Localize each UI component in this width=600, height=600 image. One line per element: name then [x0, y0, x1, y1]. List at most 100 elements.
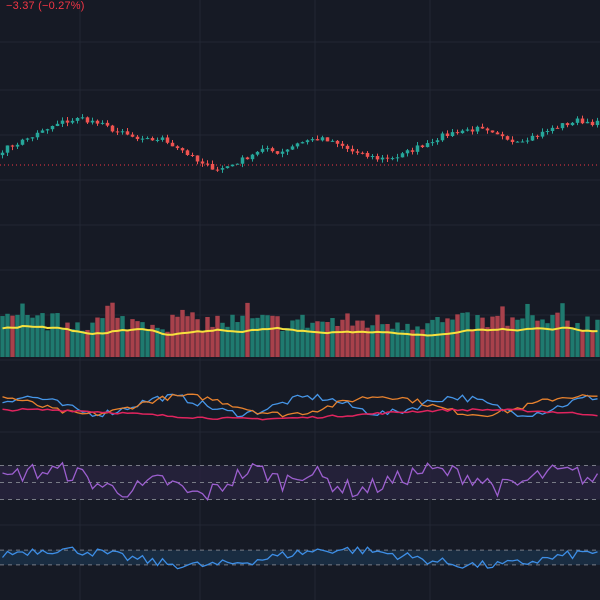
candle-body: [425, 143, 430, 148]
candle: [370, 153, 375, 160]
candle: [40, 128, 45, 133]
volume-bar: [425, 323, 430, 357]
candle: [80, 114, 85, 120]
candle: [265, 145, 270, 152]
candle: [205, 160, 210, 167]
volume-bar: [135, 321, 140, 357]
volume-bar: [260, 314, 265, 357]
candle: [480, 123, 485, 129]
volume-bar: [315, 321, 320, 357]
candle-body: [170, 142, 175, 147]
candle-body: [320, 137, 325, 141]
rsi-panel[interactable]: [0, 461, 600, 502]
candle: [315, 135, 320, 141]
volume-bar: [385, 323, 390, 357]
candle: [420, 144, 425, 148]
price-panel[interactable]: [0, 114, 600, 173]
candle: [445, 130, 450, 139]
volume-bar: [440, 322, 445, 357]
candle: [365, 151, 370, 159]
volume-bar: [525, 303, 530, 357]
candle: [465, 127, 470, 132]
candle-body: [130, 134, 135, 137]
volume-bar: [335, 325, 340, 357]
candle: [500, 131, 505, 140]
candle-body: [5, 145, 10, 153]
candle-body: [255, 151, 260, 155]
multi-line-panel[interactable]: [2, 393, 598, 421]
candle-body: [50, 126, 55, 130]
volume-bar: [280, 330, 285, 357]
volume-bar: [595, 319, 600, 357]
volume-bar: [500, 306, 505, 357]
candle: [455, 129, 460, 135]
candle-body: [420, 145, 425, 148]
candle-body: [485, 128, 490, 131]
candle-body: [10, 145, 15, 147]
candle-body: [140, 138, 145, 140]
candle: [0, 150, 5, 159]
candle-body: [525, 140, 530, 142]
volume-bar: [400, 330, 405, 357]
volume-bar: [265, 315, 270, 357]
candle: [175, 145, 180, 151]
candle: [240, 155, 245, 168]
candle-body: [300, 142, 305, 144]
candle-body: [555, 127, 560, 129]
candle: [290, 144, 295, 151]
candle: [530, 133, 535, 142]
volume-bar: [285, 327, 290, 357]
volume-bar: [55, 313, 60, 357]
candle-body: [240, 157, 245, 164]
candle-body: [205, 163, 210, 165]
candle: [395, 153, 400, 162]
volume-bar: [185, 316, 190, 357]
candle-body: [405, 150, 410, 154]
candle: [10, 144, 15, 151]
candle-body: [560, 123, 565, 129]
volume-bar: [270, 315, 275, 357]
candle-body: [90, 120, 95, 123]
candle: [335, 140, 340, 148]
candle-body: [520, 141, 525, 143]
candle-body: [30, 137, 35, 139]
volume-bar: [310, 322, 315, 357]
candle-body: [55, 123, 60, 127]
candle: [555, 125, 560, 129]
volume-bar: [420, 329, 425, 357]
volume-bar: [140, 322, 145, 357]
candle: [425, 140, 430, 148]
candle: [520, 139, 525, 143]
candle: [565, 122, 570, 128]
volume-bar: [450, 319, 455, 357]
candle-body: [535, 135, 540, 137]
volume-bar: [565, 320, 570, 357]
volume-bar: [120, 316, 125, 357]
candle: [415, 142, 420, 155]
volume-bar: [95, 317, 100, 357]
volume-bar: [35, 315, 40, 357]
volume-bar: [90, 322, 95, 357]
volume-bar: [240, 315, 245, 357]
candle: [155, 137, 160, 143]
candle: [110, 124, 115, 133]
candle: [215, 166, 220, 172]
candle-body: [380, 157, 385, 160]
candle: [50, 125, 55, 132]
volume-bar: [145, 330, 150, 357]
candle: [250, 153, 255, 162]
candle-body: [175, 146, 180, 149]
candle: [400, 152, 405, 158]
oscillator-panel[interactable]: [0, 546, 600, 570]
volume-bar: [470, 329, 475, 357]
candle: [515, 141, 520, 143]
candle: [325, 137, 330, 142]
candle: [280, 148, 285, 158]
volume-bar: [85, 329, 90, 357]
volume-panel[interactable]: [0, 302, 600, 357]
candle-body: [210, 163, 215, 170]
candle-body: [330, 140, 335, 142]
candle: [310, 137, 315, 143]
candle-body: [460, 130, 465, 134]
